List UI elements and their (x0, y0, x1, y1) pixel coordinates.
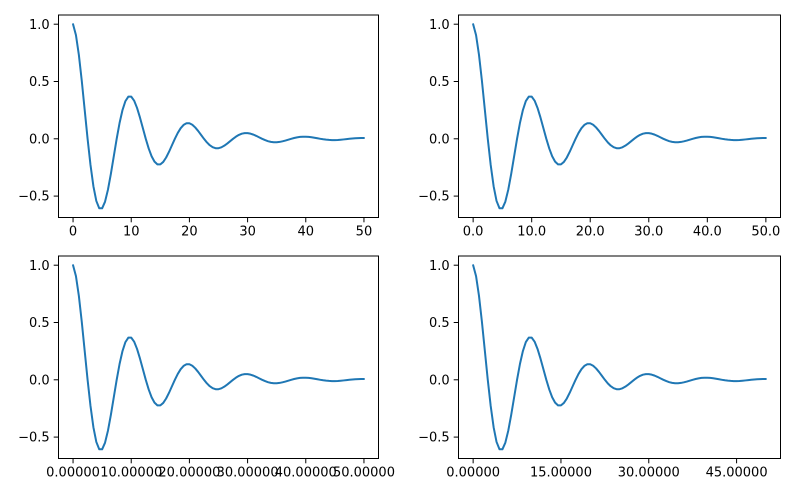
axes-border (58, 255, 379, 459)
y-tick-label: −0.5 (418, 190, 450, 205)
subplot-top-right: 0.0 10.0 20.0 30.0 40.0 50.0 1.0 0.5 0.0 −0.5 (418, 14, 781, 240)
y-tick-label: 0.5 (29, 316, 50, 331)
x-tick-label: 40.00000 (275, 466, 337, 481)
y-tick-label: −0.5 (18, 190, 50, 205)
x-tick-label: 45.00000 (706, 466, 768, 481)
curve-line (72, 264, 365, 451)
subplot-top-left: 0 10 20 30 40 50 1.0 0.5 0.0 −0.5 (18, 14, 379, 240)
x-tick-label: 50 (356, 225, 373, 240)
y-tick-label: 1.0 (429, 259, 450, 274)
curve-line (472, 264, 767, 451)
y-tick-label: 0.5 (29, 75, 50, 90)
x-tick-label: 0.00000 (446, 466, 500, 481)
x-tick-label: 30 (239, 225, 256, 240)
subplot-bottom-right: 0.00000 15.00000 30.00000 45.00000 1.0 0.5 0.0… (418, 255, 781, 481)
x-tick-label: 20 (181, 225, 198, 240)
y-tick-label: 0.0 (29, 373, 50, 388)
x-tick-label: 10.0 (517, 225, 546, 240)
x-tick-label: 0.00000 (46, 466, 100, 481)
y-tick-label: 0.0 (429, 373, 450, 388)
y-tick-label: 1.0 (29, 259, 50, 274)
axes-border (58, 14, 379, 218)
x-tick-label: 10 (123, 225, 140, 240)
y-tick-label: 0.5 (429, 75, 450, 90)
subplot-bottom-left: 0.00000 10.0000020.0000030.0000040.000005… (18, 255, 395, 481)
axes-border (458, 255, 781, 459)
curve-line (472, 23, 767, 210)
y-tick-label: 1.0 (429, 18, 450, 33)
y-tick-label: 0.0 (29, 132, 50, 147)
y-tick-label: 0.5 (429, 316, 450, 331)
x-tick-label: 30.00000 (618, 466, 680, 481)
curve-line (72, 23, 365, 210)
axes-border (458, 14, 781, 218)
x-tick-label: 30.00000 (217, 466, 279, 481)
y-tick-label: −0.5 (18, 431, 50, 446)
x-tick-label: 40.0 (693, 225, 722, 240)
y-tick-label: 1.0 (29, 18, 50, 33)
x-tick-label: 20.0 (576, 225, 605, 240)
y-tick-label: 0.0 (429, 132, 450, 147)
x-tick-label: 10.00000 (100, 466, 162, 481)
x-tick-label: 50.0 (751, 225, 780, 240)
x-tick-label: 20.00000 (158, 466, 220, 481)
y-tick-label: −0.5 (418, 431, 450, 446)
x-tick-label: 50.00000 (333, 466, 395, 481)
x-tick-label: 15.00000 (530, 466, 592, 481)
x-tick-label: 40 (297, 225, 314, 240)
x-tick-label: 0 (69, 225, 77, 240)
x-tick-label: 30.0 (634, 225, 663, 240)
x-tick-label: 0.0 (463, 225, 484, 240)
